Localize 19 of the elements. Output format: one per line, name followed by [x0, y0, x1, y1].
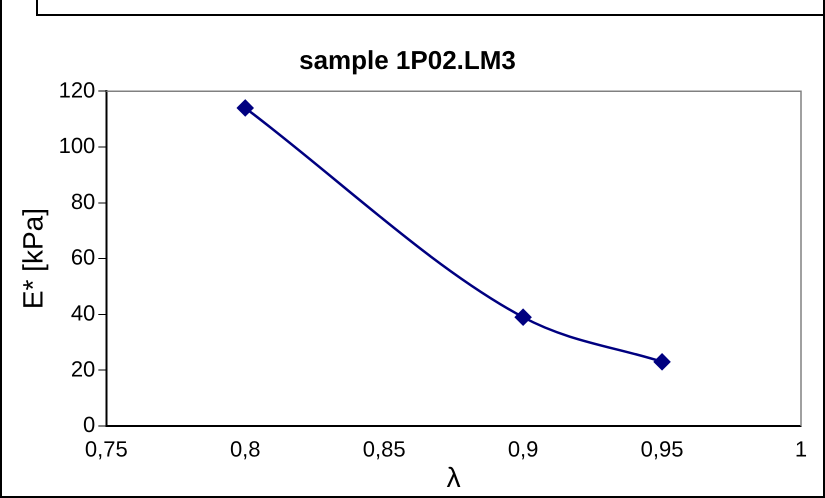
y-tick-label: 60: [70, 244, 96, 270]
y-tick-label: 40: [70, 300, 96, 326]
x-tick-label: 0,9: [508, 436, 538, 462]
y-tick-label: 120: [58, 77, 96, 102]
x-tick-label: 0,8: [230, 436, 261, 462]
point: [514, 308, 532, 326]
y-axis-title: E* [kPa]: [18, 208, 49, 310]
point: [236, 100, 254, 116]
x-axis-title: λ: [446, 462, 461, 493]
x-tick-label: 0,75: [84, 436, 128, 462]
x-tick-label: 0,95: [640, 436, 684, 462]
y-tick-label: 80: [70, 188, 96, 214]
y-tick-label: 100: [58, 133, 96, 158]
y-tick-label: 20: [70, 356, 96, 382]
x-tick-label: 0,85: [362, 436, 406, 462]
chart-title: sample 1P02.LM3: [299, 44, 516, 75]
point: [654, 354, 670, 370]
y-tick-label: 0: [83, 412, 96, 438]
x-tick-label: 1: [794, 436, 808, 462]
